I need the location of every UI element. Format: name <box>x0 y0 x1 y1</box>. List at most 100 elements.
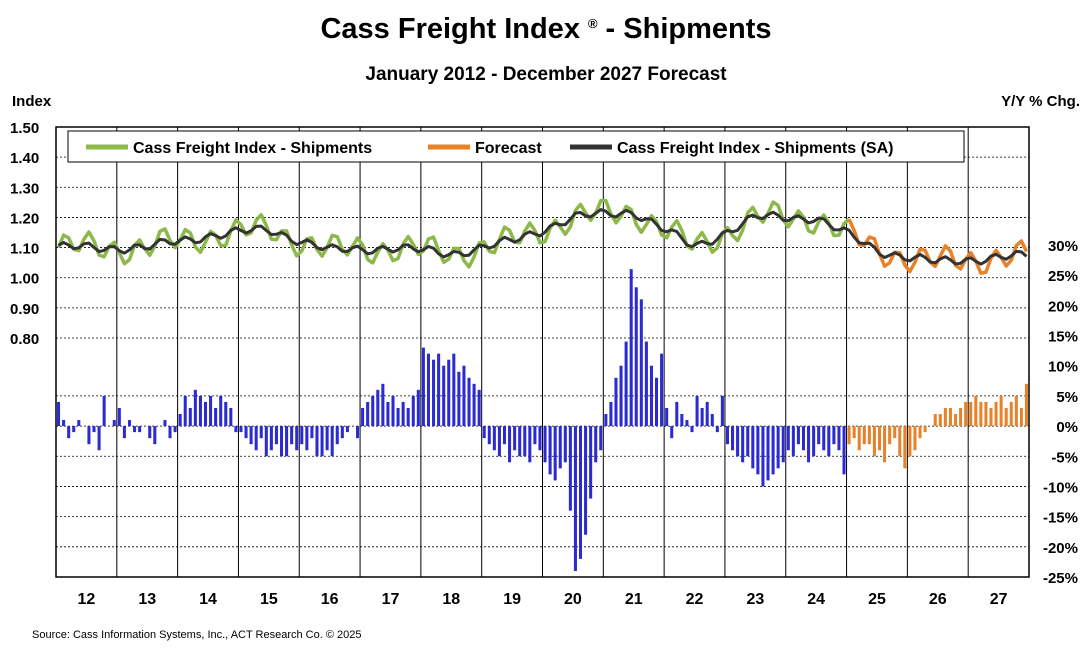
x-tick-label: 20 <box>564 591 582 608</box>
yoy-bar <box>913 426 917 451</box>
yoy-bar <box>573 426 577 571</box>
yoy-bar <box>1004 407 1008 427</box>
yoy-bar <box>163 420 167 427</box>
yoy-bar <box>644 341 648 427</box>
x-tick-label: 23 <box>746 591 764 608</box>
x-tick-label: 16 <box>321 591 339 608</box>
yoy-bar <box>224 401 228 427</box>
yoy-bar <box>690 426 694 433</box>
yoy-bar <box>974 395 978 427</box>
x-tick-label: 14 <box>199 591 217 608</box>
yoy-bar <box>563 426 567 463</box>
yoy-bar <box>761 426 765 487</box>
right-tick-label: -5% <box>1051 449 1078 466</box>
yoy-bar <box>173 426 177 433</box>
yoy-bar <box>852 426 856 439</box>
yoy-bar <box>746 426 750 457</box>
yoy-bar <box>558 426 562 469</box>
line-forecast <box>847 218 1029 276</box>
yoy-bar <box>695 395 699 427</box>
left-tick-label: 1.30 <box>10 180 39 197</box>
right-tick-label: -25% <box>1043 570 1078 587</box>
legend: Cass Freight Index - Shipments Forecast … <box>67 130 965 163</box>
yoy-bar <box>138 426 142 433</box>
yoy-bar <box>239 426 243 433</box>
yoy-bar <box>705 401 709 427</box>
yoy-bar <box>371 395 375 427</box>
yoy-bar <box>421 347 425 427</box>
yoy-bar <box>786 426 790 451</box>
left-tick-label: 1.50 <box>10 120 39 137</box>
yoy-bar <box>214 407 218 427</box>
yoy-bar <box>609 401 613 427</box>
yoy-bar <box>274 426 278 445</box>
yoy-bar <box>589 426 593 499</box>
yoy-bar <box>442 365 446 427</box>
yoy-bars <box>57 269 1028 571</box>
yoy-bar <box>842 426 846 475</box>
left-tick-label: 1.40 <box>10 150 39 167</box>
yoy-bar <box>964 401 968 427</box>
yoy-bar <box>133 426 137 433</box>
yoy-bar <box>533 426 537 445</box>
yoy-bar <box>872 426 876 457</box>
yoy-bar <box>97 426 101 451</box>
yoy-bar <box>857 426 861 451</box>
legend-label-shipments-sa: Cass Freight Index - Shipments (SA) <box>617 140 893 157</box>
yoy-bar <box>781 426 785 463</box>
yoy-bar <box>938 414 942 427</box>
yoy-bar <box>279 426 284 457</box>
yoy-bar <box>117 407 121 427</box>
yoy-bar <box>594 426 598 463</box>
yoy-bar <box>285 426 289 457</box>
yoy-bar <box>426 353 430 427</box>
yoy-bar <box>401 401 405 427</box>
yoy-bar <box>396 407 400 427</box>
yoy-bar <box>568 426 572 511</box>
yoy-bar <box>979 401 983 427</box>
left-tick-label: 0.90 <box>10 301 39 318</box>
yoy-bar <box>908 426 912 457</box>
yoy-bar <box>168 426 172 439</box>
yoy-bar <box>675 401 679 427</box>
grid <box>56 127 1029 578</box>
yoy-bar <box>660 353 664 427</box>
source-note: Source: Cass Information Systems, Inc., … <box>32 629 361 641</box>
yoy-bar <box>259 426 263 439</box>
right-tick-label: 20% <box>1048 298 1078 315</box>
left-tick-label: 1.10 <box>10 241 39 258</box>
yoy-bar <box>548 426 552 475</box>
yoy-bar <box>629 269 633 427</box>
yoy-bar <box>356 426 360 439</box>
yoy-bar <box>959 407 963 427</box>
x-tick-label: 18 <box>442 591 460 608</box>
legend-label-forecast: Forecast <box>475 140 542 157</box>
yoy-bar <box>700 407 704 427</box>
yoy-bar <box>452 353 456 427</box>
yoy-bar <box>543 426 547 463</box>
yoy-bar <box>771 426 775 475</box>
right-tick-label: 25% <box>1048 268 1078 285</box>
yoy-bar <box>812 426 816 457</box>
yoy-bar <box>969 401 973 427</box>
yoy-bar <box>406 407 410 427</box>
right-tick-label: 15% <box>1048 329 1078 346</box>
yoy-bar <box>432 359 436 427</box>
yoy-bar <box>685 420 689 427</box>
yoy-bar <box>229 407 233 427</box>
yoy-bar <box>487 426 491 445</box>
yoy-bar <box>1014 395 1018 427</box>
yoy-bar <box>492 426 496 451</box>
yoy-bar <box>67 426 71 439</box>
chart-title: Cass Freight Index ® - Shipments <box>320 13 771 45</box>
yoy-bar <box>234 426 238 433</box>
yoy-bar <box>340 426 344 439</box>
x-tick-label: 17 <box>382 591 400 608</box>
yoy-bar <box>756 426 760 475</box>
yoy-bar <box>665 407 669 427</box>
yoy-bar <box>791 426 795 457</box>
left-axis-title: Index <box>12 93 52 110</box>
yoy-bar <box>801 426 806 451</box>
yoy-bar <box>538 426 542 451</box>
